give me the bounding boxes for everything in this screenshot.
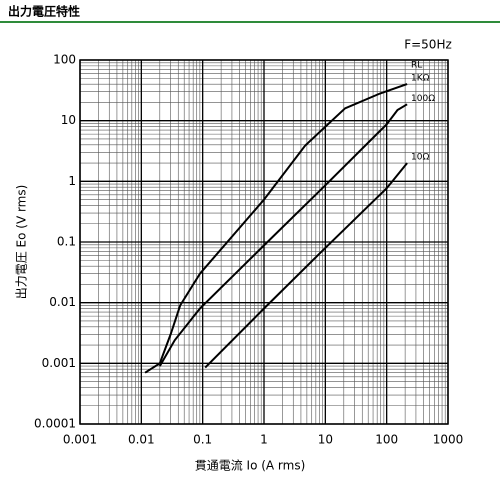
page-title: 出力電圧特性: [8, 4, 80, 19]
legend-label: 10Ω: [411, 153, 429, 163]
y-tick-label: 0.001: [42, 356, 76, 370]
y-tick-label: 0.0001: [34, 417, 76, 431]
y-axis-label: 出力電圧 Eo (V rms): [15, 185, 29, 300]
series-line: [144, 83, 408, 374]
y-tick-label: 1: [68, 174, 76, 188]
x-tick-label: 0.1: [193, 433, 212, 447]
plot-frame: [79, 59, 449, 425]
x-tick-label: 1000: [433, 433, 464, 447]
x-axis-label: 貫通電流 Io (A rms): [195, 459, 306, 473]
y-tick-label: 10: [61, 113, 76, 127]
x-tick-label: 1: [260, 433, 268, 447]
series-line: [204, 162, 408, 369]
legend-title: RL: [411, 61, 422, 71]
legend-label: 1KΩ: [411, 74, 430, 84]
legend-label: 100Ω: [411, 94, 435, 104]
annotation: F=50Hz: [404, 38, 452, 52]
y-tick-label: 100: [53, 53, 76, 67]
x-tick-label: 10: [318, 433, 333, 447]
y-tick-label: 0.1: [57, 235, 76, 249]
x-tick-label: 0.01: [128, 433, 155, 447]
x-tick-label: 100: [375, 433, 398, 447]
x-tick-label: 0.001: [63, 433, 97, 447]
series-line: [158, 103, 408, 367]
y-tick-label: 0.01: [49, 295, 76, 309]
